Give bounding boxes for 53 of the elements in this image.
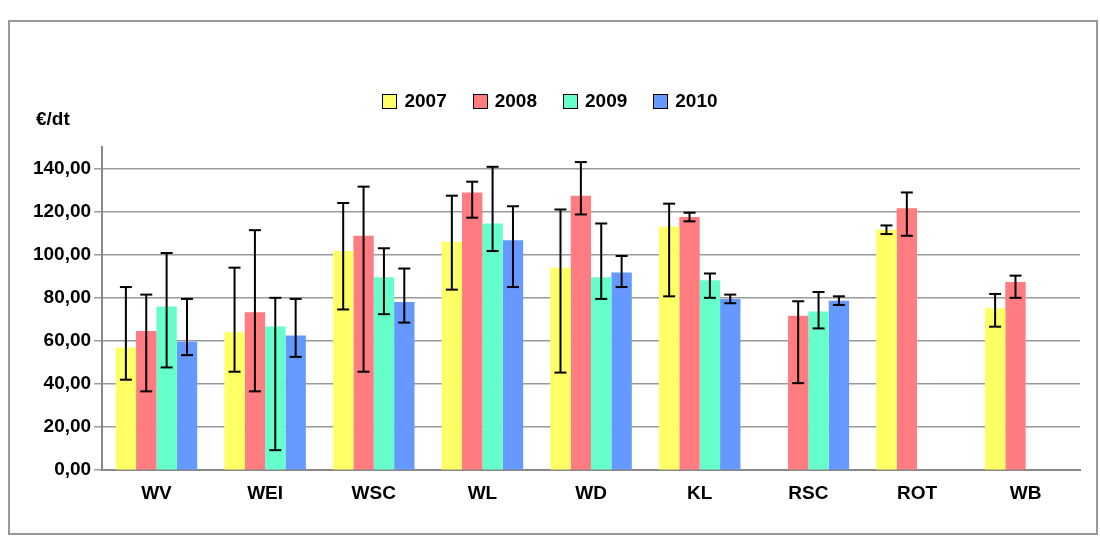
bar	[373, 277, 395, 470]
y-tick-label: 60,00	[43, 329, 92, 351]
bar	[570, 195, 592, 470]
legend-label: 2008	[494, 90, 537, 112]
x-tick-label: KL	[687, 481, 713, 503]
y-tick-label: 140,00	[32, 156, 92, 178]
bar	[828, 300, 850, 470]
y-tick-label: 40,00	[43, 372, 92, 394]
bar	[176, 341, 198, 470]
legend-label: 2007	[404, 90, 447, 112]
bar	[353, 235, 374, 470]
bar	[876, 229, 897, 470]
bar	[984, 308, 1006, 470]
bar	[244, 312, 266, 470]
bar	[265, 326, 286, 470]
y-tick-label: 80,00	[43, 286, 92, 308]
legend-label: 2010	[675, 90, 718, 112]
bar	[896, 208, 918, 470]
legend-label: 2009	[585, 90, 628, 112]
bar	[699, 280, 721, 470]
y-tick-label: 100,00	[32, 242, 92, 264]
bar	[462, 192, 483, 470]
x-tick-label: WL	[467, 481, 498, 503]
bar	[611, 272, 632, 470]
bar	[808, 311, 829, 470]
bar	[787, 315, 809, 470]
bar	[224, 332, 245, 470]
y-tick-label: 120,00	[32, 199, 92, 221]
bar	[441, 241, 463, 470]
x-tick-label: RSC	[788, 481, 829, 503]
x-tick-label: WV	[141, 481, 173, 503]
bar	[156, 306, 177, 470]
y-tick-label: 20,00	[43, 415, 92, 437]
bar	[333, 251, 354, 470]
bar	[658, 226, 680, 470]
y-tick-label: 0,00	[54, 458, 92, 480]
bar	[720, 298, 741, 470]
y-axis-title: €/dt	[36, 108, 71, 129]
bar	[679, 217, 700, 470]
bar	[394, 301, 415, 470]
bar	[136, 331, 157, 470]
x-tick-label: WD	[575, 481, 607, 503]
x-tick-label: WB	[1009, 481, 1042, 503]
bar	[1005, 281, 1026, 470]
bar	[550, 267, 571, 470]
x-tick-label: ROT	[896, 481, 938, 503]
x-tick-label: WEI	[247, 481, 284, 503]
x-tick-label: WSC	[351, 481, 397, 503]
bar	[482, 223, 503, 470]
bar	[502, 240, 524, 470]
bar	[591, 277, 612, 470]
bar	[285, 335, 306, 470]
bar	[115, 347, 137, 470]
